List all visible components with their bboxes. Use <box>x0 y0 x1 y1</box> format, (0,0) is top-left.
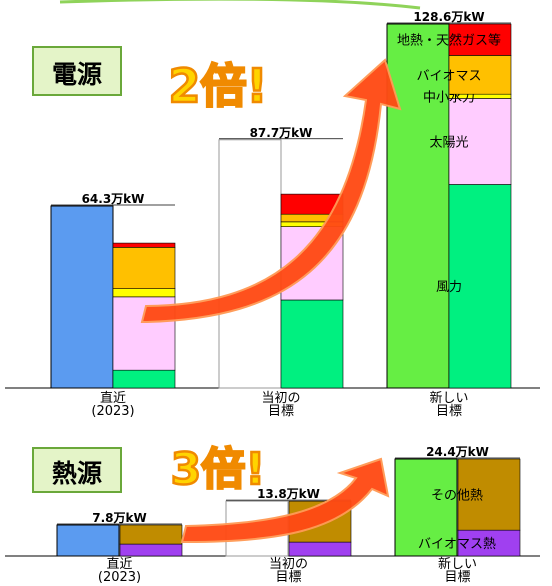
stacked-segment <box>448 98 512 185</box>
segment-label: 風力 <box>436 280 462 295</box>
category-label: 新しい <box>438 556 477 572</box>
power-multiplier-annotation: 2倍! <box>169 59 268 113</box>
stacked-segment <box>112 247 176 289</box>
total-label: 87.7万kW <box>250 126 313 140</box>
category-label: 目標 <box>268 404 294 419</box>
category-label: 当初の <box>269 557 308 572</box>
stacked-segment <box>288 541 352 557</box>
stacked-segment <box>280 299 344 389</box>
category-label: 目標 <box>436 404 462 419</box>
total-bar <box>386 23 450 389</box>
heat-multiplier-annotation: 3倍! <box>171 444 266 495</box>
total-label: 24.4万kW <box>426 445 489 459</box>
total-label: 64.3万kW <box>82 192 145 206</box>
stacked-segment <box>457 458 521 531</box>
category-label: 新しい <box>429 390 468 406</box>
total-bar <box>50 205 114 389</box>
power-chart-title: 電源 <box>52 60 102 89</box>
growth-arrow <box>140 58 402 323</box>
heat-growth-arrow <box>180 457 390 543</box>
category-label: 当初の <box>261 391 300 406</box>
total-label: 13.8万kW <box>257 487 320 501</box>
stacked-segment <box>448 184 512 389</box>
total-bar <box>394 458 458 557</box>
total-bar <box>218 139 282 389</box>
stacked-segment <box>112 288 176 298</box>
power-title-box <box>32 46 122 96</box>
stacked-segment <box>457 529 521 557</box>
segment-label: バイオマス <box>416 69 481 84</box>
heat-chart-title: 熱源 <box>52 459 102 488</box>
category-label: 直近 <box>106 557 132 572</box>
stacked-segment <box>112 242 176 248</box>
heat-title-box <box>32 447 122 493</box>
category-label: 目標 <box>275 570 301 585</box>
category-label: (2023) <box>98 570 141 585</box>
stacked-segment <box>448 23 512 56</box>
power-chart: 64.3万kW直近(2023)87.7万kW当初の目標風力太陽光中小水力バイオマ… <box>5 10 540 419</box>
category-label: (2023) <box>91 404 134 419</box>
segment-label: 地熱・天然ガス等 <box>397 33 501 49</box>
total-label: 128.6万kW <box>413 10 484 24</box>
category-label: 目標 <box>444 570 470 585</box>
stacked-segment <box>112 369 176 389</box>
total-label: 7.8万kW <box>92 511 146 525</box>
stacked-segment <box>119 524 183 545</box>
total-bar <box>56 524 120 557</box>
segment-label: 太陽光 <box>429 135 468 150</box>
segment-label: その他熱 <box>431 489 483 504</box>
stacked-segment <box>119 543 183 557</box>
category-label: 直近 <box>100 391 126 406</box>
decorative-curve <box>59 0 421 10</box>
stacked-segment <box>448 55 512 95</box>
stacked-segment <box>112 296 176 371</box>
segment-label: バイオマス熱 <box>418 537 496 552</box>
